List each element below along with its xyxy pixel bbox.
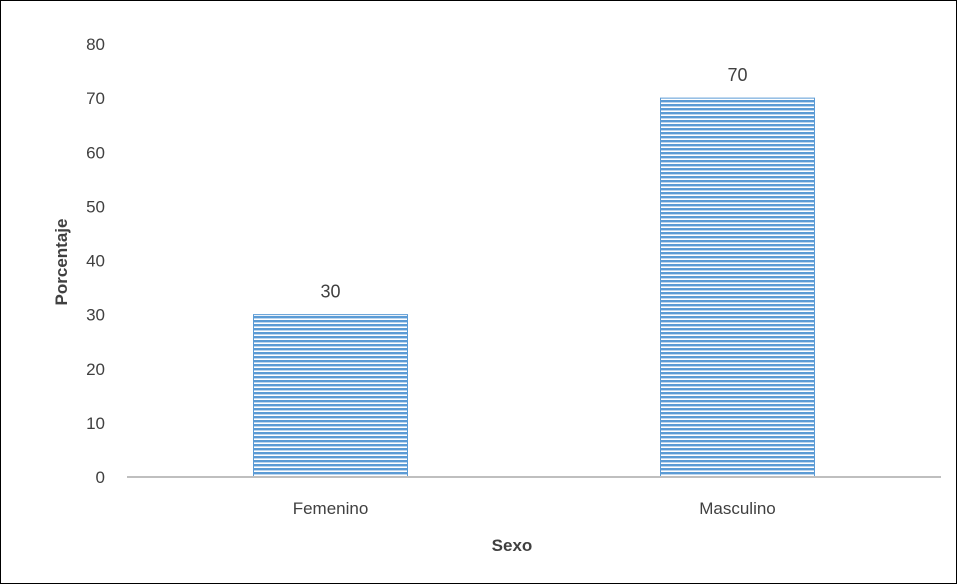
y-tick-label: 20: [86, 360, 105, 379]
data-label-femenino: 30: [320, 282, 340, 302]
y-tick-label: 40: [86, 252, 105, 271]
bars: [253, 97, 815, 478]
bar-femenino: [253, 314, 408, 478]
y-tick-label: 10: [86, 414, 105, 433]
x-axis-ticks: Femenino Masculino: [293, 499, 776, 518]
x-tick-label: Masculino: [699, 499, 776, 518]
y-tick-label: 50: [86, 197, 105, 216]
y-tick-label: 60: [86, 143, 105, 162]
y-tick-label: 70: [86, 89, 105, 108]
bar-masculino: [660, 97, 815, 478]
y-tick-label: 0: [96, 468, 105, 487]
x-axis-title: Sexo: [492, 536, 533, 555]
x-tick-label: Femenino: [293, 499, 369, 518]
y-tick-label: 80: [86, 35, 105, 54]
y-axis-title: Porcentaje: [52, 219, 71, 306]
data-labels: 30 70: [320, 65, 747, 302]
data-label-masculino: 70: [727, 65, 747, 85]
y-tick-label: 30: [86, 306, 105, 325]
y-axis-ticks: 0 10 20 30 40 50 60 70 80: [86, 35, 105, 487]
